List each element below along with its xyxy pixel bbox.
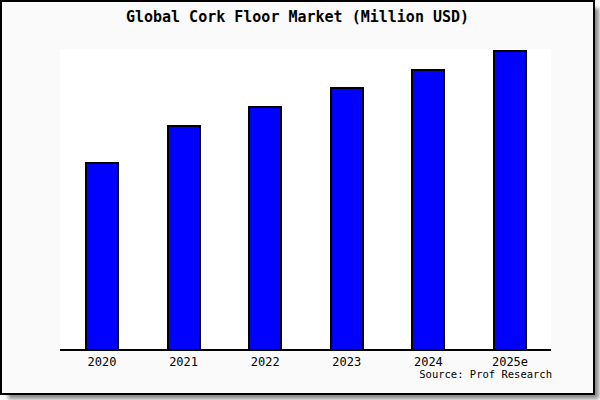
bar-2021 xyxy=(167,125,201,351)
source-note: Source: Prof Research xyxy=(419,368,552,380)
bar-2022 xyxy=(248,106,282,351)
x-tick-label-2023: 2023 xyxy=(332,355,361,369)
bar-2025e xyxy=(493,50,527,351)
bar-2020 xyxy=(85,162,119,351)
chart-screenshot: Global Cork Floor Market (Million USD) 2… xyxy=(0,0,600,400)
x-axis-line xyxy=(60,349,551,351)
bar-2023 xyxy=(330,87,364,351)
x-tick-label-2022: 2022 xyxy=(251,355,280,369)
x-tick-label-2024: 2024 xyxy=(414,355,443,369)
x-tick-label-2025e: 2025e xyxy=(492,355,528,369)
x-tick-label-2021: 2021 xyxy=(169,355,198,369)
chart-card: Global Cork Floor Market (Million USD) 2… xyxy=(0,0,595,395)
x-tick-label-2020: 2020 xyxy=(88,355,117,369)
bar-2024 xyxy=(411,69,445,351)
plot-area: 202020212022202320242025e xyxy=(60,49,551,351)
chart-title: Global Cork Floor Market (Million USD) xyxy=(2,8,593,26)
